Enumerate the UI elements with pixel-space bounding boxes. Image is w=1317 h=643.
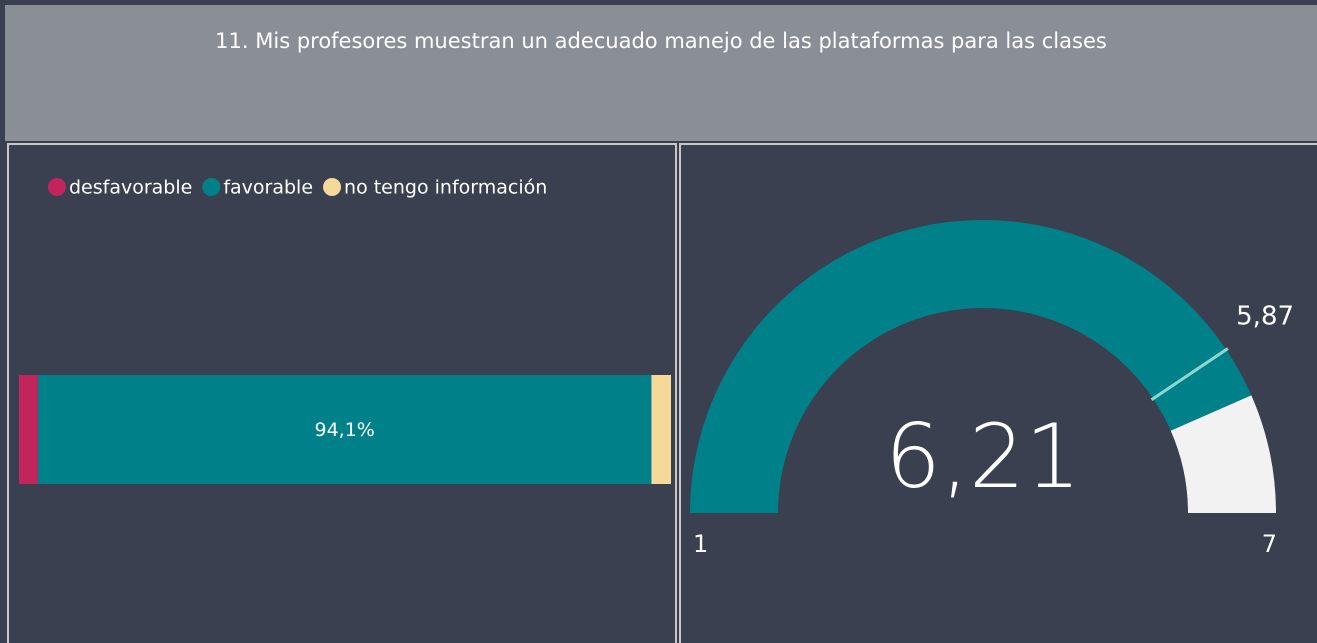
legend-swatch [48,178,66,196]
gauge-min-label: 1 [693,530,708,558]
legend-label: no tengo información [344,177,547,199]
legend-swatch [202,178,221,196]
target-label: 5,87 [1236,301,1294,331]
bar-segment [37,375,652,484]
gauge-value [690,220,1252,513]
gauge-track [1170,395,1276,513]
right-panel [679,143,1317,643]
bar-segment [651,375,671,484]
legend-label: favorable [223,177,313,199]
charts: desfavorable favorable no tengo informació… [19,177,1294,558]
gauge-target [1150,347,1229,402]
gauge-value-label: 6,21 [885,405,1081,508]
header-band [5,5,1317,141]
bar-segment [19,375,38,484]
legend-label: desfavorable [69,177,192,199]
left-panel [7,143,677,643]
page-title: 11. Mis profesores muestran un adecuado … [215,29,1107,53]
data-label: 94,1% [314,419,374,441]
gauge-max-label: 7 [1262,530,1277,558]
legend-swatch [323,178,342,196]
